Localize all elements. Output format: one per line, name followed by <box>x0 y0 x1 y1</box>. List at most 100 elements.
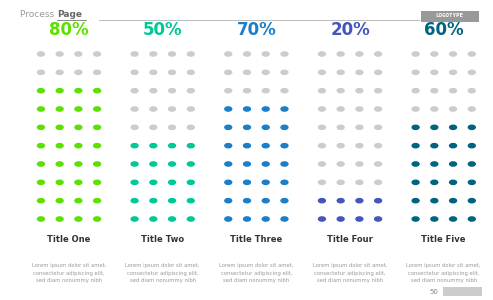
Circle shape <box>450 180 457 184</box>
Circle shape <box>431 217 438 221</box>
Circle shape <box>468 88 475 93</box>
Circle shape <box>169 217 176 221</box>
Circle shape <box>131 217 138 221</box>
Circle shape <box>450 199 457 203</box>
Circle shape <box>169 52 176 56</box>
Circle shape <box>281 52 288 56</box>
Text: LOGOTYPE: LOGOTYPE <box>436 14 463 18</box>
Circle shape <box>94 52 101 56</box>
Text: Title Three: Title Three <box>230 236 282 244</box>
Circle shape <box>412 199 419 203</box>
Circle shape <box>356 125 363 129</box>
Circle shape <box>318 199 325 203</box>
Circle shape <box>318 125 325 129</box>
Circle shape <box>187 52 194 56</box>
Circle shape <box>94 180 101 184</box>
Circle shape <box>318 144 325 148</box>
Circle shape <box>412 162 419 166</box>
Text: Page: Page <box>57 10 82 19</box>
Circle shape <box>431 199 438 203</box>
Circle shape <box>225 199 232 203</box>
Circle shape <box>318 217 325 221</box>
Circle shape <box>225 144 232 148</box>
Circle shape <box>94 88 101 93</box>
Circle shape <box>281 125 288 129</box>
Circle shape <box>131 144 138 148</box>
Circle shape <box>281 162 288 166</box>
Circle shape <box>37 52 44 56</box>
Circle shape <box>318 70 325 74</box>
Circle shape <box>169 199 176 203</box>
Circle shape <box>450 125 457 129</box>
Circle shape <box>37 217 44 221</box>
Circle shape <box>262 180 269 184</box>
Circle shape <box>281 144 288 148</box>
Circle shape <box>244 199 250 203</box>
Text: Lorem ipsum dolor sit amet,
consectetur adipiscing elit,
sed diam nonummy nibh: Lorem ipsum dolor sit amet, consectetur … <box>406 263 481 283</box>
Circle shape <box>225 162 232 166</box>
Circle shape <box>412 107 419 111</box>
Circle shape <box>150 52 157 56</box>
Circle shape <box>131 52 138 56</box>
Circle shape <box>56 88 63 93</box>
Circle shape <box>37 144 44 148</box>
Circle shape <box>75 125 82 129</box>
Circle shape <box>37 180 44 184</box>
Circle shape <box>37 70 44 74</box>
Circle shape <box>37 162 44 166</box>
Text: Title One: Title One <box>47 236 91 244</box>
Circle shape <box>56 199 63 203</box>
Circle shape <box>375 125 382 129</box>
Circle shape <box>375 162 382 166</box>
Circle shape <box>75 217 82 221</box>
Circle shape <box>244 180 250 184</box>
Circle shape <box>468 162 475 166</box>
Circle shape <box>169 180 176 184</box>
Circle shape <box>244 125 250 129</box>
Text: 50%: 50% <box>143 21 182 39</box>
Circle shape <box>450 144 457 148</box>
Circle shape <box>169 70 176 74</box>
Circle shape <box>356 70 363 74</box>
Circle shape <box>37 107 44 111</box>
Circle shape <box>337 217 344 221</box>
Circle shape <box>431 144 438 148</box>
Circle shape <box>169 144 176 148</box>
Text: 70%: 70% <box>237 21 276 39</box>
Circle shape <box>468 125 475 129</box>
Circle shape <box>356 199 363 203</box>
Circle shape <box>337 199 344 203</box>
Circle shape <box>337 52 344 56</box>
Circle shape <box>468 52 475 56</box>
Circle shape <box>431 70 438 74</box>
Circle shape <box>431 180 438 184</box>
Circle shape <box>450 70 457 74</box>
Circle shape <box>150 199 157 203</box>
Circle shape <box>131 70 138 74</box>
Circle shape <box>356 144 363 148</box>
Circle shape <box>375 199 382 203</box>
Circle shape <box>281 88 288 93</box>
Circle shape <box>94 199 101 203</box>
Circle shape <box>150 125 157 129</box>
Circle shape <box>468 217 475 221</box>
Circle shape <box>262 52 269 56</box>
Circle shape <box>337 180 344 184</box>
Circle shape <box>375 52 382 56</box>
Circle shape <box>262 144 269 148</box>
Circle shape <box>431 125 438 129</box>
Circle shape <box>169 162 176 166</box>
Circle shape <box>56 70 63 74</box>
Circle shape <box>225 180 232 184</box>
Circle shape <box>356 88 363 93</box>
Circle shape <box>412 144 419 148</box>
Circle shape <box>281 199 288 203</box>
Circle shape <box>356 180 363 184</box>
Circle shape <box>225 107 232 111</box>
Circle shape <box>262 199 269 203</box>
Circle shape <box>225 70 232 74</box>
Circle shape <box>37 199 44 203</box>
Circle shape <box>131 107 138 111</box>
Circle shape <box>450 162 457 166</box>
Circle shape <box>187 88 194 93</box>
